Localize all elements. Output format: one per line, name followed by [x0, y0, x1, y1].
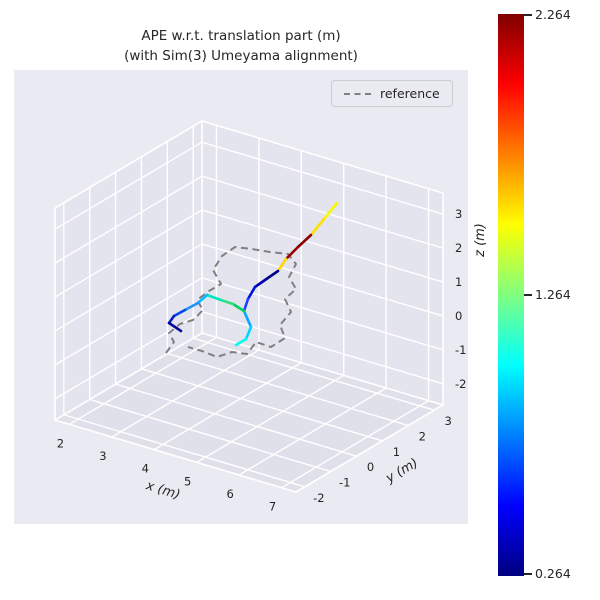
colorbar-tick-max — [524, 14, 532, 16]
trajectory-segment — [309, 217, 326, 237]
colorbar-tick-min — [524, 573, 532, 575]
trajectory-segment — [242, 297, 250, 313]
tick-labels: 2 3 4 5 6 7 -2 -1 0 1 2 3 -2 -1 0 1 2 3 — [57, 207, 467, 513]
y-tick-label: 1 — [393, 445, 400, 459]
trajectory-segment — [205, 293, 223, 302]
colorbar-mid-label: 1.264 — [535, 287, 571, 302]
legend-label: reference — [380, 86, 440, 101]
x-tick-label: 2 — [57, 436, 64, 450]
trajectory-segment — [231, 302, 246, 313]
y-tick-label: -1 — [339, 475, 350, 489]
trajectory-segment — [296, 233, 313, 249]
trajectory-segment — [167, 314, 176, 325]
axes-edges — [53, 120, 445, 493]
colorbar-max-label: 2.264 — [535, 7, 571, 22]
z-tick-label: -2 — [455, 377, 466, 391]
dashed-line-icon — [344, 92, 371, 95]
ape-trajectory — [167, 201, 339, 347]
x-tick-label: 3 — [99, 449, 106, 463]
reference-trajectory — [165, 246, 297, 358]
y-tick-label: 2 — [419, 430, 426, 444]
z-tick-label: 2 — [455, 241, 462, 255]
chart-title: APE w.r.t. translation part (m) — [141, 28, 341, 44]
trajectory-segment — [253, 278, 267, 289]
colorbar-min-label: 0.264 — [535, 566, 571, 581]
chart-title-block: APE w.r.t. translation part (m) (with Si… — [0, 27, 482, 66]
z-tick-label: 0 — [455, 309, 462, 323]
trajectory-segment — [244, 325, 253, 341]
y-tick-label: -2 — [313, 491, 324, 505]
trajectory-segment — [284, 245, 300, 261]
z-axis-label: z (m) — [473, 223, 488, 258]
trajectory-segment — [234, 337, 248, 347]
trajectory-segment — [246, 285, 257, 301]
z-tick-label: -1 — [455, 343, 466, 357]
trajectory-segment — [219, 298, 235, 306]
colorbar — [498, 14, 524, 576]
z-tick-label: 1 — [455, 275, 462, 289]
axes-panes — [55, 121, 443, 492]
legend: reference — [331, 80, 453, 107]
trajectory-segment — [183, 301, 200, 312]
x-tick-label: 6 — [226, 487, 233, 501]
chart-subtitle: (with Sim(3) Umeyama alignment) — [124, 47, 358, 64]
trajectory-segment — [167, 321, 183, 333]
colorbar-tick-mid — [524, 294, 532, 296]
y-tick-label: 3 — [445, 414, 452, 428]
x-tick-label: 4 — [142, 462, 149, 476]
trajectory-segment — [196, 293, 209, 305]
trajectory-segment — [322, 201, 339, 221]
z-tick-label: 3 — [455, 207, 462, 221]
trajectory-segment — [276, 257, 288, 273]
trajectory-segment — [263, 269, 280, 282]
trajectory-segment — [242, 309, 253, 329]
x-tick-label: 5 — [184, 474, 191, 488]
trajectory-segment — [172, 308, 187, 318]
x-tick-label: 7 — [269, 500, 276, 514]
y-tick-label: 0 — [367, 460, 374, 474]
